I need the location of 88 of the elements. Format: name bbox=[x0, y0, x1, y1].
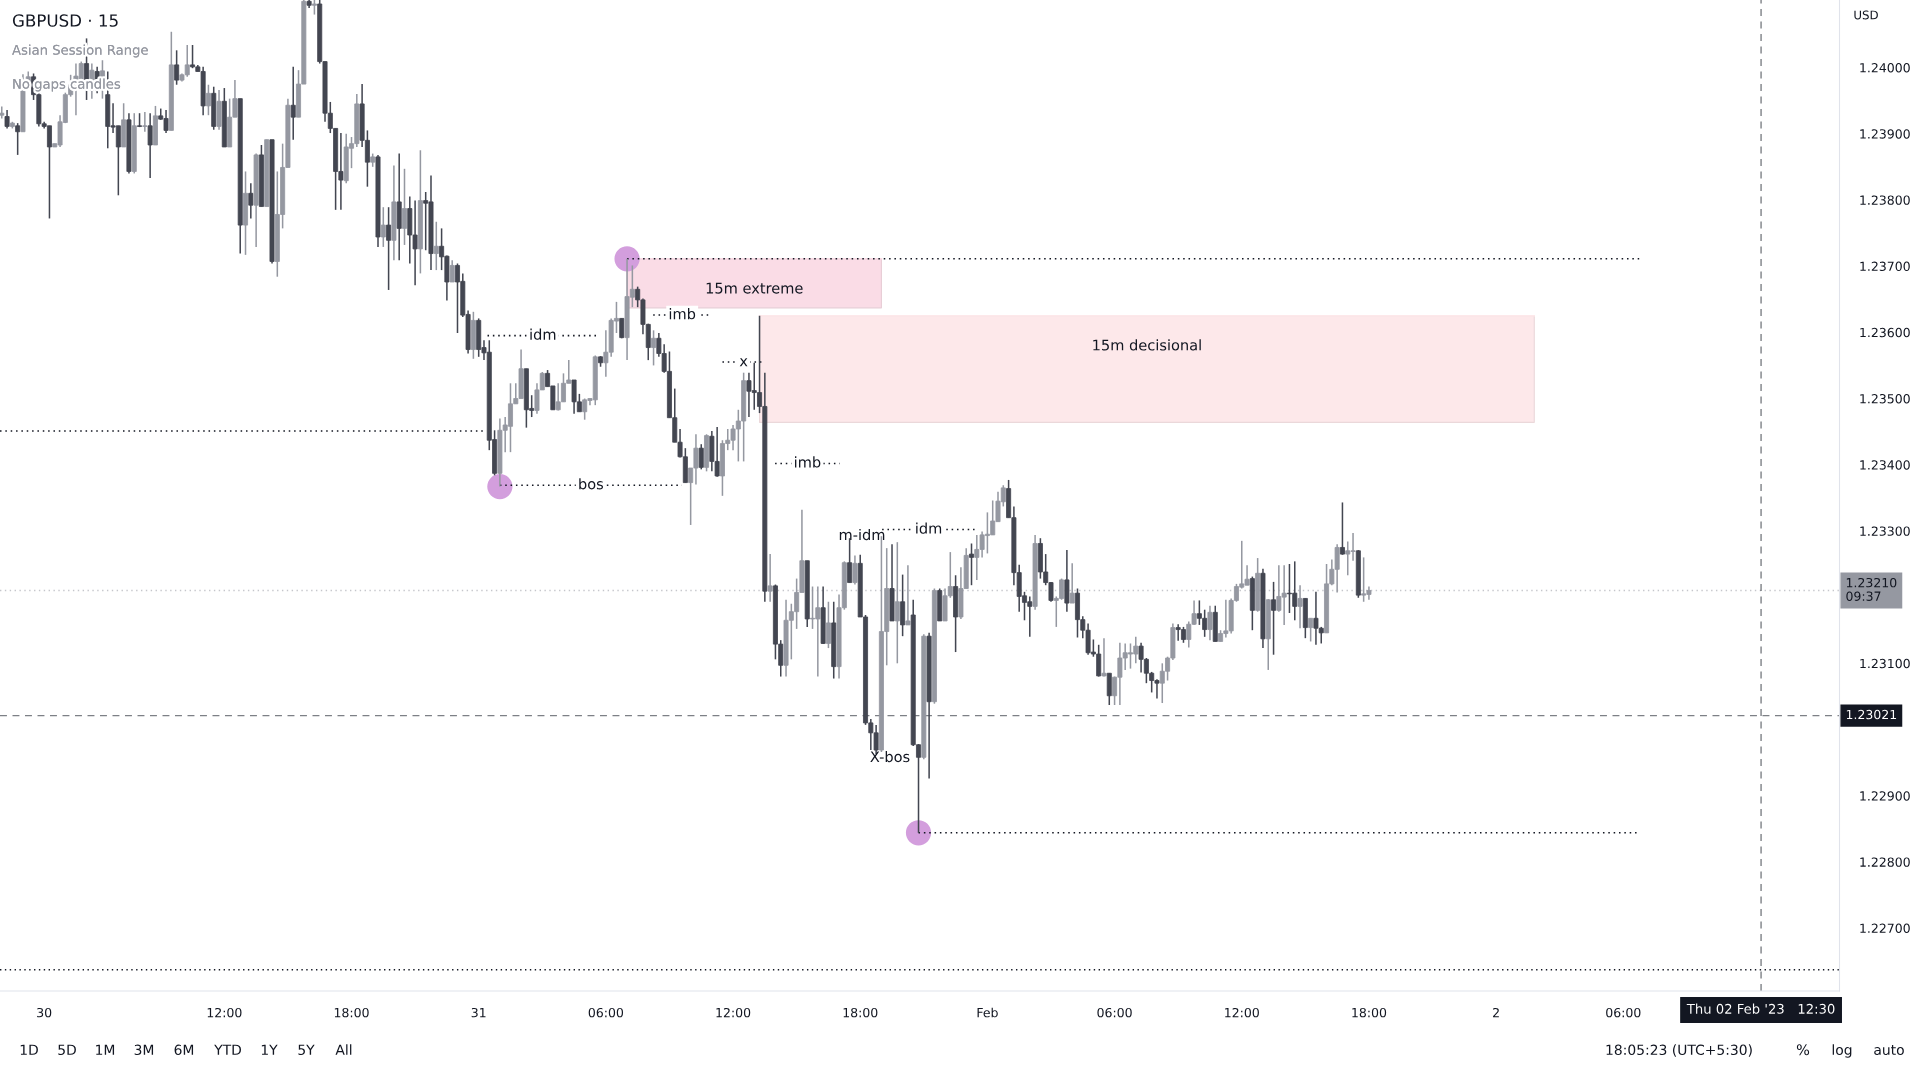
candlestick bbox=[174, 49, 180, 86]
x-tick-label: 12:00 bbox=[1225, 1007, 1259, 1018]
ref-line-label: 1.23021 bbox=[1846, 709, 1897, 720]
x-tick-label: 18:00 bbox=[334, 1007, 369, 1018]
ref-line-label: 1.23210 09:37 bbox=[1846, 577, 1897, 601]
text: log bbox=[1832, 1044, 1852, 1058]
candlestick bbox=[1297, 584, 1303, 629]
text: 3M bbox=[134, 1044, 154, 1056]
candlestick bbox=[900, 573, 906, 637]
y-tick-label: 1.23300 bbox=[1860, 526, 1910, 536]
candlestick bbox=[905, 564, 911, 626]
point bbox=[614, 246, 640, 272]
x-tick-label: 06:00 bbox=[1606, 1007, 1641, 1018]
candlestick bbox=[810, 585, 816, 630]
text: % bbox=[1796, 1044, 1810, 1056]
x-tick-label: 12:00 bbox=[716, 1007, 751, 1018]
text: 1Y bbox=[261, 1044, 278, 1055]
candlestick bbox=[698, 443, 704, 471]
candlestick bbox=[1308, 617, 1314, 643]
text: All bbox=[335, 1044, 352, 1055]
annotation: m-idm bbox=[839, 528, 885, 541]
series-label: bos bbox=[579, 478, 604, 490]
series-label: 15m extreme bbox=[706, 282, 803, 294]
candlestick bbox=[651, 329, 657, 367]
text: 1D bbox=[20, 1044, 38, 1055]
text: 18:05:23 (UTC+5:30) bbox=[1606, 1044, 1752, 1057]
x-tick-label: 31 bbox=[471, 1007, 486, 1018]
text: GBPUSD · 15 bbox=[12, 14, 118, 27]
x-tick-label: 2 bbox=[1493, 1007, 1499, 1018]
y-tick-label: 1.24000 bbox=[1860, 62, 1910, 73]
candlestick bbox=[248, 182, 254, 220]
text: 6M bbox=[174, 1044, 194, 1056]
y-tick-label: 1.23800 bbox=[1860, 195, 1910, 205]
candlestick bbox=[825, 600, 831, 649]
text: auto bbox=[1874, 1045, 1904, 1056]
y-tick-label: 1.23600 bbox=[1860, 327, 1910, 338]
candlestick bbox=[1064, 549, 1070, 613]
ref-line-label: Thu 02 Feb '23 12:30 bbox=[1686, 1003, 1835, 1014]
candlestick bbox=[433, 221, 439, 271]
series-label: 15m decisional bbox=[1093, 339, 1201, 351]
series-label: idm bbox=[916, 522, 942, 534]
candlestick bbox=[969, 542, 974, 586]
candlestick bbox=[894, 541, 900, 665]
candlestick bbox=[15, 122, 21, 156]
x-tick-label: 06:00 bbox=[588, 1007, 624, 1018]
x-tick-label: 06:00 bbox=[1097, 1007, 1132, 1018]
x-tick-label: Feb bbox=[977, 1007, 998, 1018]
candlestick bbox=[290, 66, 296, 141]
point bbox=[487, 473, 513, 500]
candlestick bbox=[205, 83, 211, 116]
candlestick bbox=[449, 259, 455, 283]
x-tick-label: 30 bbox=[37, 1007, 52, 1018]
point bbox=[905, 820, 932, 846]
candlestick bbox=[767, 553, 773, 603]
x-tick-label: 18:00 bbox=[1352, 1007, 1387, 1018]
y-tick-label: 1.22800 bbox=[1860, 857, 1910, 867]
series-label: idm bbox=[530, 328, 556, 340]
candlestick bbox=[4, 109, 10, 130]
text: USD bbox=[1854, 10, 1878, 20]
candlestick bbox=[1101, 637, 1107, 678]
candlestick bbox=[1339, 501, 1345, 556]
candlestick bbox=[380, 206, 386, 248]
candlestick bbox=[1271, 581, 1277, 656]
x-tick-label: 12:00 bbox=[207, 1007, 242, 1018]
y-tick-label: 1.23500 bbox=[1860, 393, 1910, 404]
y-tick-label: 1.23900 bbox=[1860, 129, 1910, 139]
y-tick-label: 1.23700 bbox=[1860, 261, 1910, 272]
annotation: X-bos bbox=[870, 750, 910, 763]
series-label: x bbox=[739, 358, 748, 367]
candlestick bbox=[1207, 604, 1213, 641]
series-label: imb bbox=[795, 456, 821, 468]
y-tick-label: 1.22700 bbox=[1860, 923, 1910, 934]
series-label: imb bbox=[669, 308, 696, 320]
candlestick bbox=[852, 554, 858, 586]
x-tick-label: 18:00 bbox=[843, 1007, 878, 1018]
y-tick-label: 1.22900 bbox=[1860, 791, 1910, 801]
candlestick bbox=[1069, 562, 1075, 604]
candlestick bbox=[1106, 672, 1112, 706]
text: 5D bbox=[58, 1044, 76, 1056]
candlestick bbox=[386, 206, 392, 291]
y-tick-label: 1.23100 bbox=[1860, 658, 1910, 669]
candlestick bbox=[402, 168, 407, 246]
candlestick bbox=[142, 111, 148, 133]
candlestick bbox=[147, 112, 153, 179]
y-tick-label: 1.23400 bbox=[1860, 460, 1910, 470]
text: YTD bbox=[214, 1044, 242, 1055]
text: 5Y bbox=[298, 1044, 315, 1056]
text: 1M bbox=[96, 1044, 115, 1055]
